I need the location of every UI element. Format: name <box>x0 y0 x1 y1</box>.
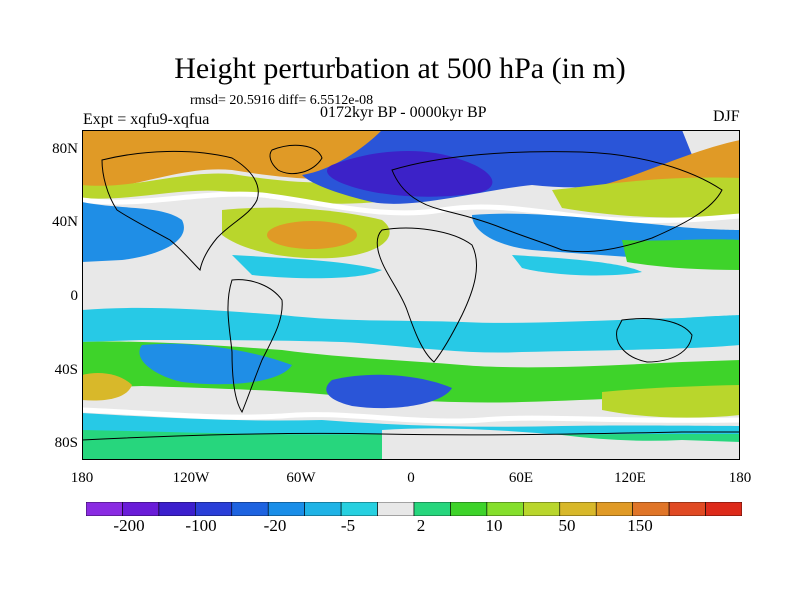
colorbar-label-2: -100 <box>185 516 217 535</box>
colorbar-label-1: -200 <box>113 516 145 535</box>
atlantic-orange-high <box>267 221 357 249</box>
lat-label-40n: 40N <box>52 214 78 230</box>
nh-right-yellow <box>552 177 740 218</box>
colorbar-swatch <box>450 502 488 516</box>
sh-blue-trough-west <box>139 343 292 385</box>
colorbar-label-8: 150 <box>627 516 653 535</box>
colorbar-swatch <box>340 502 378 516</box>
colorbar-label-5: 2 <box>416 516 426 535</box>
colorbar-label-4: -5 <box>340 516 356 535</box>
map-frame <box>82 130 740 460</box>
eurasia-coast <box>391 151 723 253</box>
lon-label-60e: 60E <box>508 470 534 486</box>
colorbar-swatch <box>122 502 160 516</box>
white-contour-sh <box>82 407 740 424</box>
sh-yellow-east <box>602 385 740 418</box>
lon-label-60w: 60W <box>286 470 316 486</box>
australia-coast <box>616 318 693 363</box>
colorbar-label-7: 50 <box>558 516 576 535</box>
colorbar-swatch <box>158 502 196 516</box>
north-america-coast <box>101 150 259 272</box>
lon-label-120w: 120W <box>172 470 210 486</box>
colorbar-swatch <box>486 502 524 516</box>
nh-yellow-band <box>82 173 392 204</box>
midlat-blue-west <box>82 202 184 262</box>
colorbar-label-3: -20 <box>263 516 287 535</box>
south-america-coast <box>227 279 283 414</box>
sh-blue-band <box>82 307 740 353</box>
sh-blue-trough-atl <box>326 374 452 409</box>
antarctica-coast <box>82 431 740 441</box>
height-perturbation-map <box>82 130 740 460</box>
lat-label-80s: 80S <box>54 435 78 451</box>
colorbar-swatch <box>632 502 670 516</box>
colorbar-swatch <box>231 502 269 516</box>
greenland-coast <box>269 144 323 174</box>
colorbar-label-6: 10 <box>485 516 503 535</box>
lon-label-120e: 120E <box>614 470 646 486</box>
rmsd-stats: rmsd= 20.5916 diff= 6.5512e-08 <box>190 93 374 108</box>
colorbar-swatch <box>267 502 305 516</box>
lat-label-80n: 80N <box>52 141 78 157</box>
sh-orange-high <box>82 373 132 401</box>
colorbar-swatch <box>195 502 233 516</box>
lon-label-180-west: 180 <box>70 470 94 486</box>
plot-title: Height perturbation at 500 hPa (in m) <box>174 52 626 85</box>
colorbar-swatch <box>304 502 342 516</box>
colorbar-swatch <box>523 502 561 516</box>
tropics-lightblue-1 <box>232 255 382 279</box>
midlat-green-east <box>622 239 740 270</box>
white-contour-nh <box>82 191 740 224</box>
africa-coast <box>376 227 478 363</box>
colorbar-swatch <box>413 502 451 516</box>
lat-label-40s: 40S <box>54 362 78 378</box>
coastlines <box>82 144 740 441</box>
antarctic-neutral <box>382 428 740 460</box>
colorbar-swatch <box>86 502 123 516</box>
colorbar-swatch <box>705 502 742 516</box>
colorbar-swatch <box>559 502 597 516</box>
colorbar <box>86 502 742 516</box>
colorbar-swatch <box>595 502 633 516</box>
period-label: 0172kyr BP - 0000kyr BP <box>320 104 487 121</box>
season-label: DJF <box>713 108 740 125</box>
experiment-label: Expt = xqfu9-xqfua <box>83 111 210 128</box>
lat-label-0: 0 <box>70 288 79 304</box>
lon-label-180-east: 180 <box>728 470 752 486</box>
lon-label-0: 0 <box>407 470 415 486</box>
colorbar-swatch <box>668 502 706 516</box>
colorbar-swatch <box>377 502 415 516</box>
nh-deep-trough <box>327 150 493 197</box>
tropics-lightblue-2 <box>512 255 642 276</box>
